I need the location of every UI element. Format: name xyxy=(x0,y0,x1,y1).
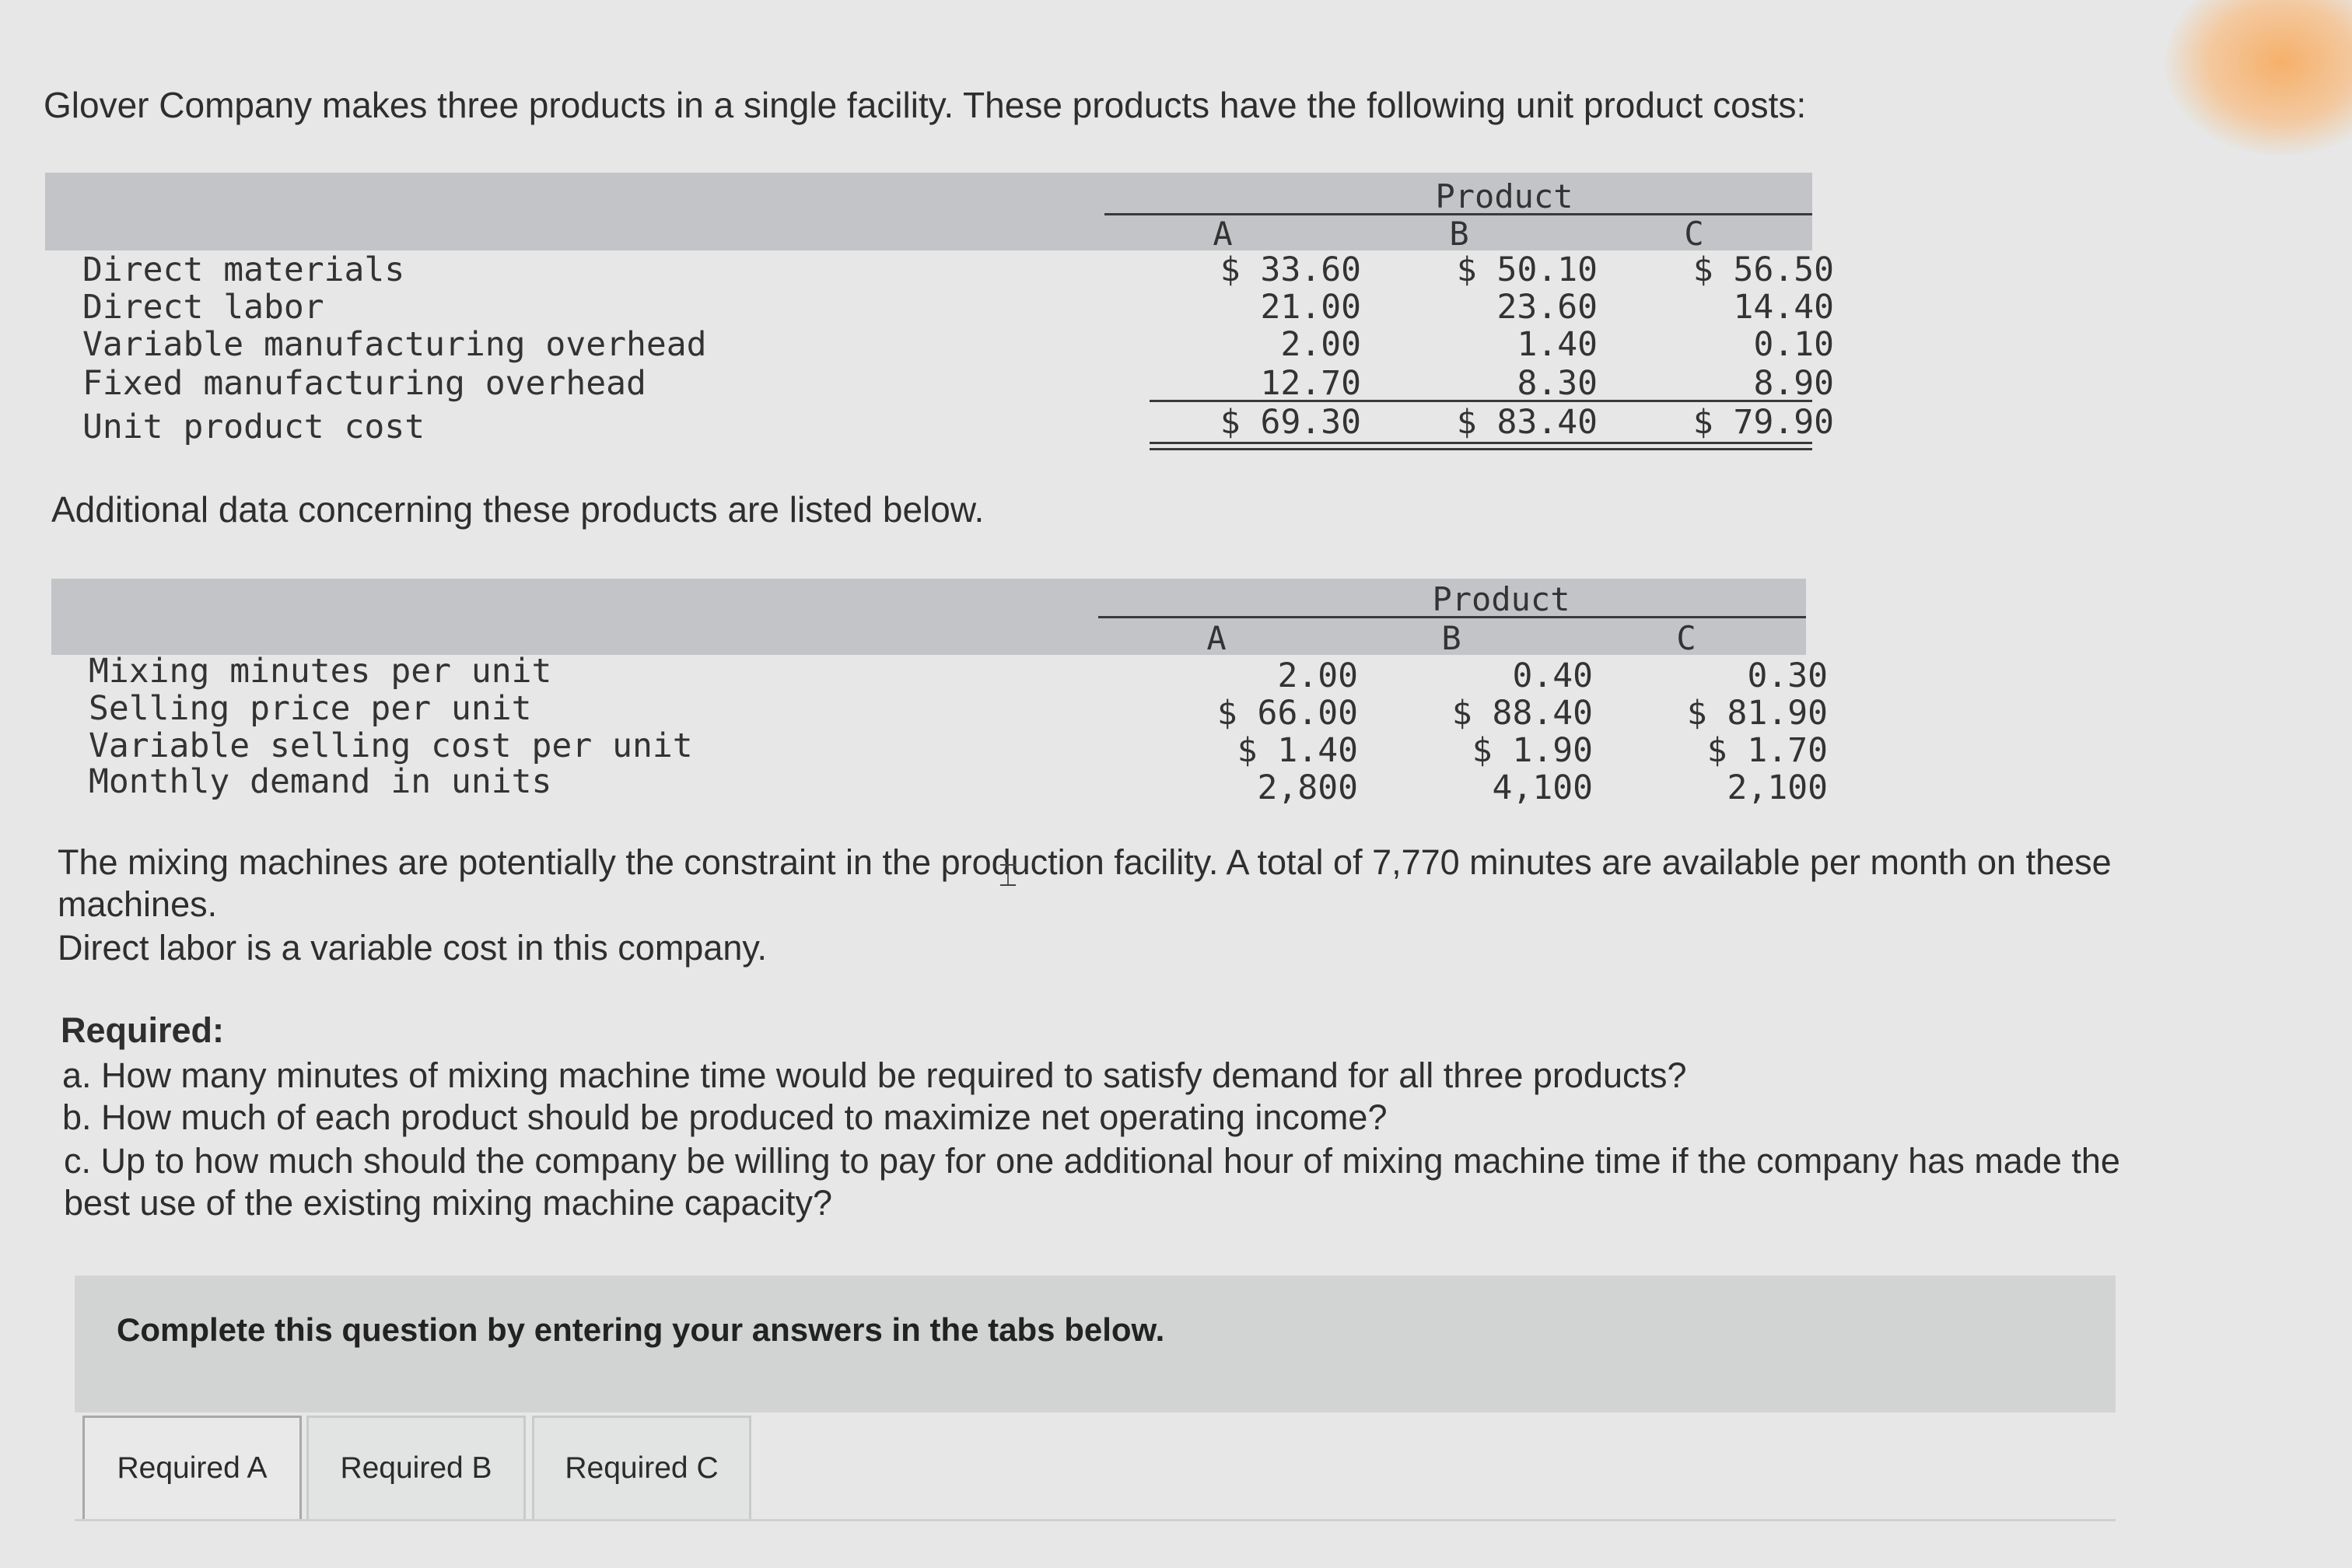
column-header-b: B xyxy=(1441,619,1461,657)
total-rule-2 xyxy=(1150,448,1812,450)
instruction-text: Complete this question by entering your … xyxy=(117,1311,1165,1348)
cell-b-direct-labor: 23.60 xyxy=(1496,288,1598,327)
row-label-fixed-overhead: Fixed manufacturing overhead xyxy=(82,364,646,403)
total-rule-1 xyxy=(1150,442,1812,444)
cell-a-mixing-minutes: 2.00 xyxy=(1277,656,1358,695)
cell-c-selling-price: $ 81.90 xyxy=(1686,694,1828,733)
cell-a-selling-price: $ 66.00 xyxy=(1216,694,1358,733)
additional-data-text: Additional data concerning these product… xyxy=(51,489,985,530)
tab-strip-baseline xyxy=(75,1519,2116,1521)
instruction-panel: Complete this question by entering your … xyxy=(75,1276,2116,1412)
cell-b-selling-price: $ 88.40 xyxy=(1451,694,1593,733)
cell-a-variable-overhead: 2.00 xyxy=(1280,325,1361,364)
row-label-mixing-minutes: Mixing minutes per unit xyxy=(89,652,552,691)
column-header-a: A xyxy=(1213,215,1233,253)
product-group-header: Product xyxy=(1432,580,1570,618)
cell-a-unit-product-cost: $ 69.30 xyxy=(1220,403,1361,442)
cell-c-mixing-minutes: 0.30 xyxy=(1747,656,1828,695)
column-header-b: B xyxy=(1449,215,1469,253)
header-rule xyxy=(1104,213,1812,215)
column-header-c: C xyxy=(1684,215,1704,253)
intro-text: Glover Company makes three products in a… xyxy=(44,85,1807,125)
constraint-text: The mixing machines are potentially the … xyxy=(58,842,2112,882)
cell-a-variable-selling-cost: $ 1.40 xyxy=(1237,731,1358,770)
product-group-header: Product xyxy=(1435,177,1573,215)
cell-b-mixing-minutes: 0.40 xyxy=(1512,656,1593,695)
required-c-text-continued: best use of the existing mixing machine … xyxy=(64,1183,833,1223)
subtotal-rule xyxy=(1150,400,1812,402)
row-label-unit-product-cost: Unit product cost xyxy=(82,408,425,446)
labor-text: Direct labor is a variable cost in this … xyxy=(58,928,768,968)
cell-a-direct-labor: 21.00 xyxy=(1260,288,1361,327)
text-cursor-icon: ⌶ xyxy=(999,859,1017,893)
cell-c-unit-product-cost: $ 79.90 xyxy=(1692,403,1834,442)
row-label-variable-overhead: Variable manufacturing overhead xyxy=(82,325,707,364)
header-rule xyxy=(1098,616,1806,618)
row-label-monthly-demand: Monthly demand in units xyxy=(89,762,552,801)
row-label-selling-price: Selling price per unit xyxy=(89,689,532,728)
column-header-a: A xyxy=(1206,619,1227,657)
required-c-text: c. Up to how much should the company be … xyxy=(64,1141,2120,1181)
cell-c-fixed-overhead: 8.90 xyxy=(1753,364,1834,403)
cell-c-variable-selling-cost: $ 1.70 xyxy=(1706,731,1828,770)
cell-b-unit-product-cost: $ 83.40 xyxy=(1456,403,1598,442)
row-label-variable-selling-cost: Variable selling cost per unit xyxy=(89,726,693,765)
tab-required-b[interactable]: Required B xyxy=(306,1416,526,1519)
row-label-direct-materials: Direct materials xyxy=(82,250,405,289)
required-a-text: a. How many minutes of mixing machine ti… xyxy=(62,1055,1687,1095)
column-header-c: C xyxy=(1676,619,1696,657)
cell-a-fixed-overhead: 12.70 xyxy=(1260,364,1361,403)
light-glare xyxy=(2165,0,2352,156)
required-b-text: b. How much of each product should be pr… xyxy=(62,1097,1388,1137)
cell-b-direct-materials: $ 50.10 xyxy=(1456,250,1598,289)
cell-c-monthly-demand: 2,100 xyxy=(1727,768,1828,807)
cell-c-direct-labor: 14.40 xyxy=(1733,288,1834,327)
unit-cost-table: Product A B C Direct materials $ 33.60 $… xyxy=(45,173,1834,453)
row-label-direct-labor: Direct labor xyxy=(82,288,324,327)
cell-c-variable-overhead: 0.10 xyxy=(1753,325,1834,364)
cell-b-variable-overhead: 1.40 xyxy=(1517,325,1598,364)
cell-a-monthly-demand: 2,800 xyxy=(1257,768,1358,807)
cell-a-direct-materials: $ 33.60 xyxy=(1220,250,1361,289)
cell-b-monthly-demand: 4,100 xyxy=(1492,768,1593,807)
cell-b-fixed-overhead: 8.30 xyxy=(1517,364,1598,403)
constraint-text-continued: machines. xyxy=(58,884,218,924)
tab-required-a[interactable]: Required A xyxy=(82,1416,302,1519)
required-heading: Required: xyxy=(61,1010,225,1050)
tab-required-c[interactable]: Required C xyxy=(532,1416,751,1519)
table-header-band xyxy=(45,173,1812,250)
additional-data-table: Product A B C Mixing minutes per unit 2.… xyxy=(51,579,1828,812)
cell-c-direct-materials: $ 56.50 xyxy=(1692,250,1834,289)
cell-b-variable-selling-cost: $ 1.90 xyxy=(1472,731,1593,770)
